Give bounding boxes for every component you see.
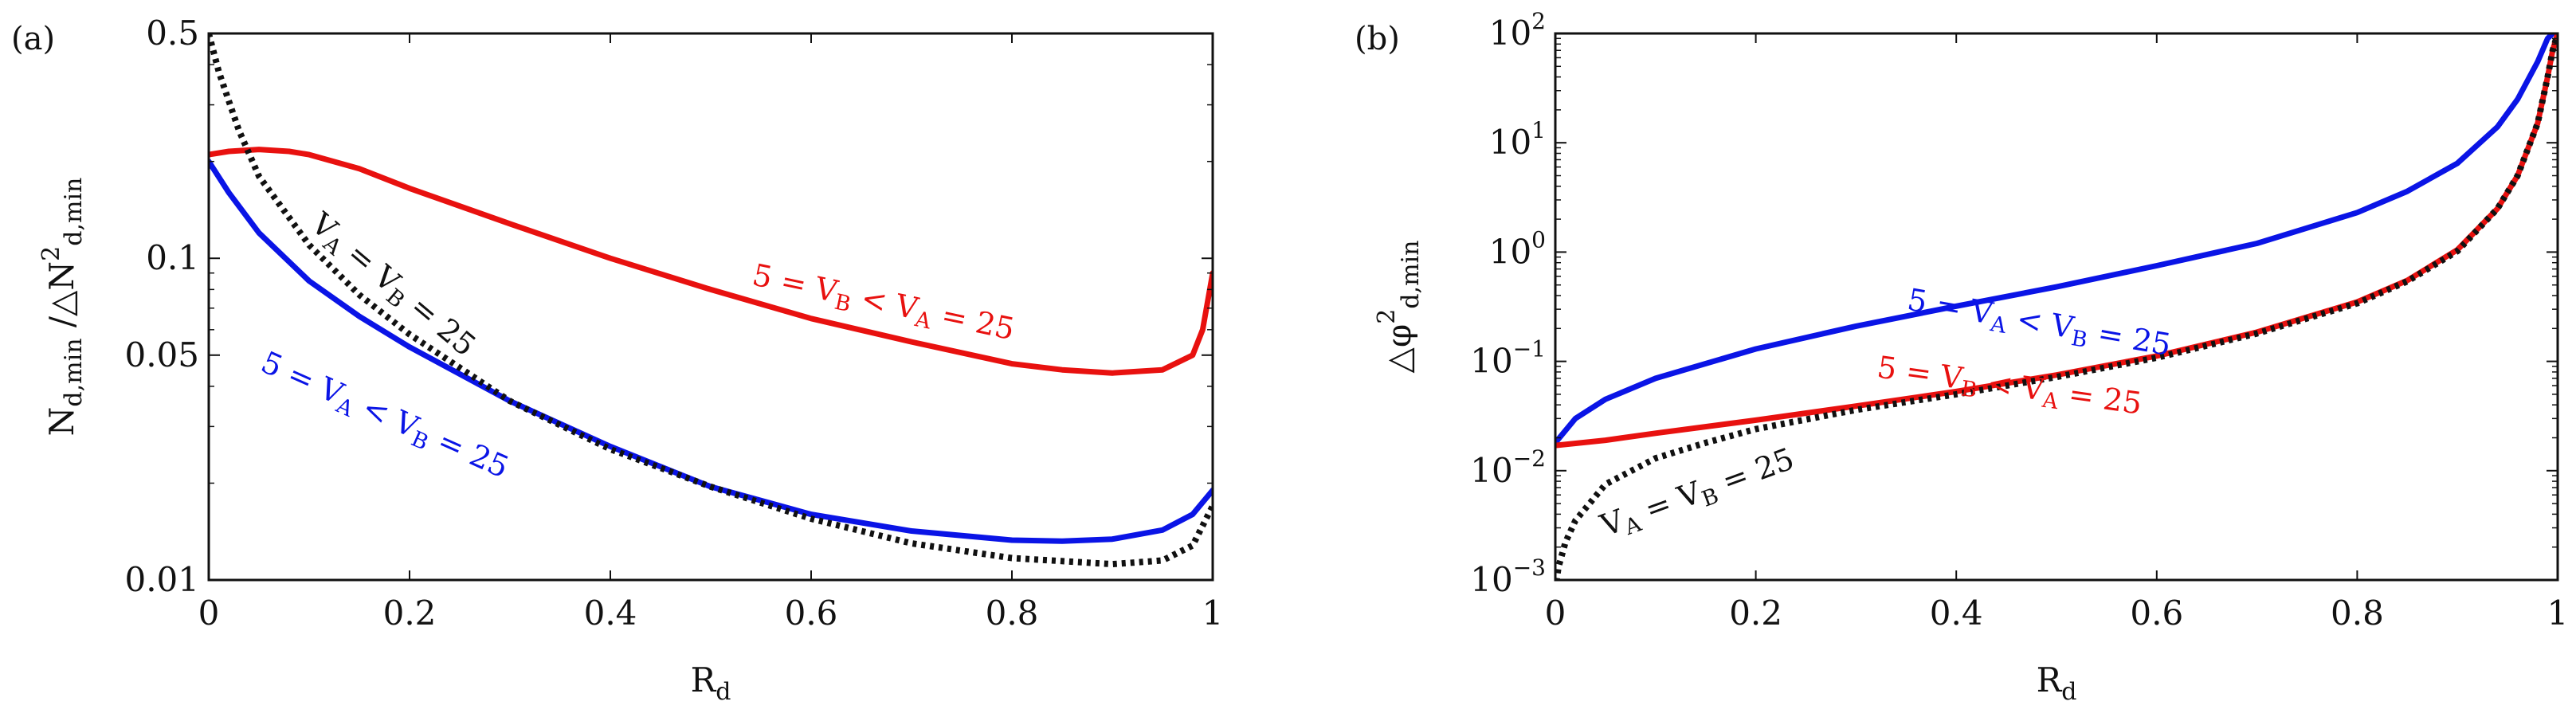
y-tick-base: 10 <box>1470 560 1512 599</box>
y-axis-label: △φ2d,min <box>1373 241 1425 374</box>
annotation-black-dotted: VA = VB = 25 <box>301 206 483 367</box>
series-group <box>1555 33 2558 580</box>
annotation-black-dotted: VA = VB = 25 <box>1595 441 1800 547</box>
x-axis-label: Rd <box>2037 660 2077 706</box>
annotation-text: = V <box>1631 475 1706 531</box>
series-line-blue <box>1555 33 2556 446</box>
y-tick-label: 100 <box>1489 226 1546 271</box>
x-tick-label: 1 <box>2547 594 2569 633</box>
panel-label: (a) <box>11 21 55 57</box>
x-label-sub: d <box>716 678 731 706</box>
annotation-subscript: B <box>1959 376 1978 402</box>
y-tick-label: 10−2 <box>1470 445 1546 490</box>
y-tick-base: 10 <box>1489 14 1531 53</box>
y-tick-label: 10−3 <box>1470 554 1546 599</box>
annotation-text: 5 = V <box>256 344 349 411</box>
y-tick-label: 101 <box>1489 117 1546 162</box>
plot-frame <box>207 32 1214 582</box>
series-line-black-dotted <box>1555 33 2558 580</box>
y-tick-exponent: −2 <box>1513 445 1546 472</box>
panel-label: (b) <box>1355 21 1400 57</box>
x-axis-label: Rd <box>691 660 731 706</box>
annotation-text: = 25 <box>1708 441 1798 502</box>
annotation-text: 5 = V <box>1875 350 1965 397</box>
y-tick-exponent: 0 <box>1531 226 1546 253</box>
x-label-main: R <box>2037 660 2063 699</box>
x-tick-label: 0.2 <box>1729 594 1782 633</box>
x-tick-label: 0.6 <box>2130 594 2183 633</box>
x-tick-label: 0.4 <box>1930 594 1983 633</box>
series-line-blue <box>209 159 1213 544</box>
y-label-sub: d,min <box>60 178 88 246</box>
y-tick-exponent: −3 <box>1513 554 1546 581</box>
y-tick-label: 0.01 <box>124 560 199 599</box>
y-label-sub: d,min <box>1397 241 1425 309</box>
panel-b: (b)0 0.2 0.4 0.6 0.8 110−310−210−1100101102Rd… <box>1355 8 2568 706</box>
series-group <box>209 33 1213 568</box>
series-line-red <box>209 147 1213 376</box>
x-tick-label: 0.8 <box>986 594 1039 633</box>
annotation-subscript: A <box>2040 388 2060 415</box>
y-tick-label: 0.5 <box>146 14 199 53</box>
x-tick-label: 0.4 <box>584 594 637 633</box>
plot-frame <box>1554 32 2559 582</box>
annotation-blue: 5 = VA < VB = 25 <box>254 344 514 489</box>
x-tick-label: 1 <box>1202 594 1224 633</box>
x-tick-label: 0 <box>198 594 220 633</box>
annotation-text: = 25 <box>2086 314 2174 362</box>
annotation-red: 5 = VB < VA = 25 <box>1874 350 2143 426</box>
annotation-blue: 5 = VA < VB = 25 <box>1904 282 2174 367</box>
y-tick-base: 10 <box>1470 342 1512 381</box>
annotation-text: 5 = V <box>750 257 841 310</box>
y-label-main: △φ <box>1379 324 1418 374</box>
y-label-denominator: /△N <box>42 261 81 339</box>
y-tick-base: 10 <box>1489 123 1531 162</box>
annotation-subscript: B <box>2069 326 2089 353</box>
annotation-text: 5 = V <box>1905 282 1996 331</box>
y-label-sup: 2 <box>37 246 65 261</box>
annotation-text: < V <box>849 278 921 327</box>
y-tick-base: 10 <box>1489 232 1531 271</box>
y-label-sup: 2 <box>1373 309 1401 324</box>
y-tick-exponent: 2 <box>1531 8 1546 34</box>
annotation-text: < V <box>1976 363 2047 407</box>
panel-a: (a)0 0.2 0.4 0.6 0.8 10.010.050.10.5RdNd,min … <box>11 14 1223 706</box>
y-tick-exponent: −1 <box>1513 336 1546 362</box>
x-tick-label: 0.2 <box>383 594 437 633</box>
annotation-text: = 25 <box>2056 375 2143 421</box>
annotation-text: = 25 <box>424 419 514 485</box>
y-tick-label: 102 <box>1489 8 1546 53</box>
annotation-text: < V <box>2005 300 2076 346</box>
x-label-main: R <box>691 660 717 699</box>
annotation-text: = 25 <box>929 296 1017 347</box>
x-tick-label: 0.6 <box>785 594 838 633</box>
y-axis-label: Nd,min /△N2d,min <box>37 178 88 437</box>
series-line-red <box>1555 33 2558 449</box>
y-label-sub: d,min <box>60 338 88 406</box>
y-tick-base: 10 <box>1470 451 1512 490</box>
x-tick-label: 0 <box>1545 594 1566 633</box>
series-line-black-dotted <box>209 33 1213 568</box>
y-tick-label: 0.1 <box>146 238 199 277</box>
y-tick-label: 10−1 <box>1470 336 1546 381</box>
x-tick-label: 0.8 <box>2331 594 2384 633</box>
x-label-sub: d <box>2061 678 2076 706</box>
y-tick-label: 0.05 <box>124 335 199 374</box>
y-label-main: N <box>42 407 81 437</box>
y-tick-exponent: 1 <box>1531 117 1546 143</box>
